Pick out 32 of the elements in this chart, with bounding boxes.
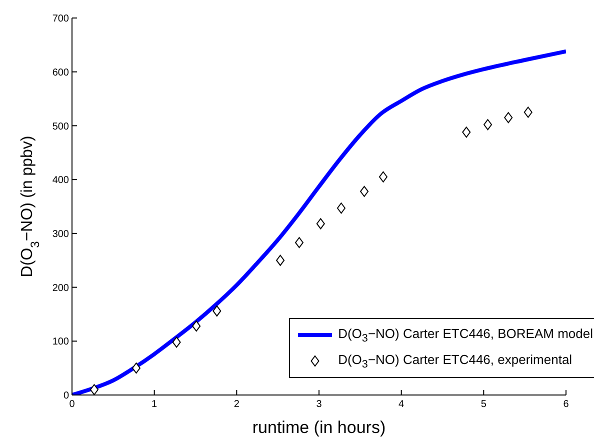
x-tick-label: 5: [480, 399, 487, 410]
x-tick-label: 6: [563, 399, 570, 410]
y-tick-label: 400: [52, 175, 70, 186]
point: [336, 202, 346, 214]
y-tick-label: 300: [52, 228, 70, 240]
point: [90, 384, 98, 395]
point: [192, 320, 201, 332]
point: [172, 336, 181, 348]
point: [316, 218, 325, 230]
x-axis-title: runtime (in hours): [252, 418, 386, 437]
x-tick-label: 1: [152, 399, 158, 410]
point: [462, 126, 471, 138]
y-tick-label: 500: [52, 121, 70, 132]
point: [294, 237, 304, 248]
point: [360, 186, 369, 197]
x-tick-label: 2: [234, 399, 240, 410]
point: [212, 305, 222, 316]
y-tick-label: 600: [52, 67, 70, 78]
point: [276, 254, 285, 266]
y-tick-label: 0: [63, 390, 70, 402]
point: [484, 119, 492, 130]
point: [504, 112, 513, 124]
legend-label: D(O$_{3}$−NO) Carter ETC446, experimental: [338, 352, 572, 370]
point: [132, 362, 140, 374]
point: [524, 106, 532, 118]
x-tick-label: 3: [316, 399, 322, 410]
y-tick-label: 700: [52, 14, 70, 25]
y-tick-label: 200: [52, 282, 70, 294]
point: [378, 171, 388, 182]
legend-label: D(O$_{3}$−NO) Carter ETC446, BOREAM model: [338, 326, 593, 344]
y-tick-label: 100: [52, 336, 70, 348]
x-tick-label: 4: [398, 399, 405, 410]
